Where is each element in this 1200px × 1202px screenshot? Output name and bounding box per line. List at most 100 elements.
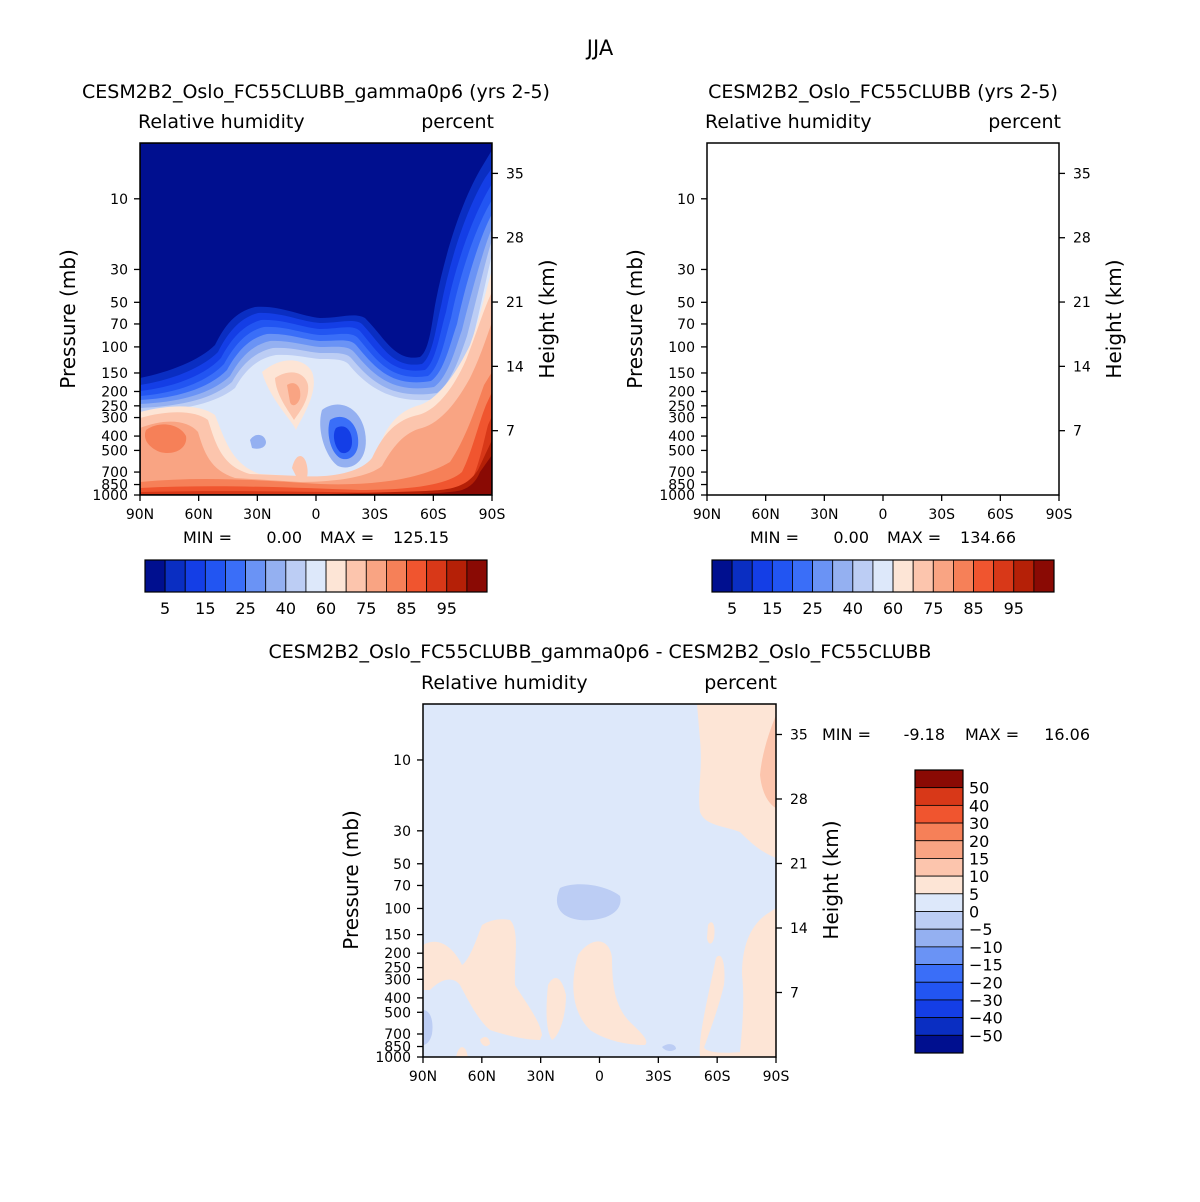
y-right-tick-label: 28 bbox=[1073, 231, 1091, 247]
colorbar: 5 15 25 40 60 75 85 95 bbox=[711, 559, 1055, 618]
colorbar-label: 30 bbox=[969, 814, 989, 833]
plot-border bbox=[706, 142, 1060, 496]
colorbar-swatch bbox=[914, 1017, 964, 1036]
colorbar-swatch bbox=[204, 559, 226, 593]
colorbar-swatch bbox=[914, 840, 964, 859]
colorbar-swatch bbox=[285, 559, 307, 593]
colorbar-swatch bbox=[345, 559, 367, 593]
y-tick-label: 700 bbox=[668, 465, 695, 481]
y-right-tick-label: 35 bbox=[790, 727, 808, 743]
colorbar-swatch bbox=[184, 559, 206, 593]
max-value: 134.66 bbox=[960, 528, 1016, 547]
fill-band-11c bbox=[859, 456, 875, 484]
colorbar: 5 15 25 40 60 75 85 95 bbox=[144, 559, 488, 618]
y-tick-label: 30 bbox=[677, 262, 695, 278]
colorbar-label: 5 bbox=[727, 599, 737, 618]
axes: 90N 60N 30N 0 30S 60S 90S103050701001502002503… bbox=[92, 166, 524, 523]
colorbar-swatch bbox=[792, 559, 813, 593]
colorbar-label: −40 bbox=[969, 1009, 1003, 1028]
fill-band-5 bbox=[707, 200, 1059, 495]
panel-title: CESM2B2_Oslo_FC55CLUBB (yrs 2-5) bbox=[708, 81, 1058, 103]
colorbar-label: −15 bbox=[969, 956, 1003, 975]
y-tick-label: 30 bbox=[110, 262, 128, 278]
fill-band-12b bbox=[854, 383, 867, 405]
x-tick-label: 90N bbox=[409, 1069, 437, 1085]
colorbar-swatch bbox=[751, 559, 773, 593]
fill-band-pos-stratosphere bbox=[697, 704, 776, 858]
colorbar-swatch bbox=[812, 559, 834, 593]
x-tick-label: 30S bbox=[928, 507, 955, 523]
y-right-tick-label: 21 bbox=[1073, 295, 1091, 311]
max-label: MAX = bbox=[887, 528, 941, 547]
fill-band-pos-eq-a bbox=[546, 977, 566, 1040]
colorbar-swatch bbox=[325, 559, 347, 593]
x-tick-label: 60S bbox=[420, 507, 447, 523]
y-tick-label: 50 bbox=[677, 295, 695, 311]
fill-band-2 bbox=[707, 150, 1059, 495]
midlevel-blue-spot bbox=[817, 435, 833, 449]
fill-band-10b bbox=[829, 360, 881, 430]
y-axis-right-label: Height (km) bbox=[1102, 259, 1126, 378]
colorbar-label: 25 bbox=[235, 599, 255, 618]
fill-band-10 bbox=[707, 270, 1059, 495]
variable-label: Relative humidity bbox=[138, 111, 305, 133]
y-tick-label: 850 bbox=[384, 1040, 411, 1056]
colorbar-swatch bbox=[914, 928, 964, 948]
x-tick-label: 30S bbox=[361, 507, 388, 523]
max-label: MAX = bbox=[320, 528, 374, 547]
y-axis-label: Pressure (mb) bbox=[339, 810, 363, 950]
colorbar-label: 5 bbox=[160, 599, 170, 618]
y-tick-label: 400 bbox=[384, 991, 411, 1007]
stats-line: MIN = 0.00 MAX = 134.66 bbox=[750, 528, 1016, 547]
x-tick-label: 30N bbox=[527, 1069, 555, 1085]
fill-band-4 bbox=[707, 184, 1059, 495]
x-tick-label: 0 bbox=[595, 1069, 604, 1085]
y-tick-label: 300 bbox=[668, 411, 695, 427]
fill-band-12 bbox=[140, 322, 492, 495]
fill-band-12 bbox=[707, 322, 1059, 495]
colorbar-swatch bbox=[914, 769, 964, 789]
colorbar-swatch bbox=[144, 559, 166, 593]
y-right-tick-label: 28 bbox=[506, 231, 524, 247]
colorbar-swatch bbox=[914, 858, 964, 877]
min-label: MIN = bbox=[750, 528, 799, 547]
x-tick-label: 90N bbox=[693, 507, 721, 523]
figure-title: JJA bbox=[585, 36, 614, 60]
low-rh-core bbox=[887, 405, 933, 468]
x-tick-label: 0 bbox=[312, 507, 321, 523]
x-tick-label: 60S bbox=[987, 507, 1014, 523]
fill-band-15 bbox=[707, 416, 1059, 495]
y-axis-label: Pressure (mb) bbox=[623, 249, 647, 389]
y-tick-label: 150 bbox=[668, 366, 695, 382]
y-tick-label: 850 bbox=[101, 478, 128, 494]
colorbar-label: 50 bbox=[969, 779, 989, 798]
colorbar-label: 15 bbox=[969, 849, 989, 868]
colorbar-swatch bbox=[426, 559, 448, 593]
colorbar-frame bbox=[711, 559, 1055, 593]
y-right-tick-label: 21 bbox=[506, 295, 524, 311]
colorbar-label: 25 bbox=[802, 599, 822, 618]
axes: 90N 60N 30N 0 30S 60S 90S103050701001502002503… bbox=[375, 727, 808, 1085]
min-label: MIN = bbox=[183, 528, 232, 547]
colorbar-label: 20 bbox=[969, 832, 989, 851]
y-tick-label: 250 bbox=[101, 399, 128, 415]
panel-model-a: CESM2B2_Oslo_FC55CLUBB_gamma0p6 (yrs 2-5… bbox=[56, 81, 559, 618]
stats-line: MIN = 0.00 MAX = 125.15 bbox=[183, 528, 449, 547]
colorbar-label: −30 bbox=[969, 991, 1003, 1010]
colorbar-label: 75 bbox=[356, 599, 376, 618]
panel-difference: CESM2B2_Oslo_FC55CLUBB_gamma0p6 - CESM2B… bbox=[269, 641, 1090, 1085]
colorbar-label: −5 bbox=[969, 920, 993, 939]
x-tick-label: 90S bbox=[1046, 507, 1073, 523]
x-tick-label: 90N bbox=[126, 507, 154, 523]
colorbar-swatch bbox=[406, 559, 428, 593]
y-tick-label: 700 bbox=[384, 1027, 411, 1043]
colorbar-frame bbox=[914, 769, 964, 1054]
y-right-tick-label: 35 bbox=[506, 166, 524, 182]
y-tick-label: 300 bbox=[384, 972, 411, 988]
y-tick-label: 70 bbox=[393, 878, 411, 894]
colorbar-label: −20 bbox=[969, 973, 1003, 992]
colorbar-swatch bbox=[993, 559, 1015, 593]
variable-label: Relative humidity bbox=[705, 111, 872, 133]
max-value: 16.06 bbox=[1044, 725, 1090, 744]
